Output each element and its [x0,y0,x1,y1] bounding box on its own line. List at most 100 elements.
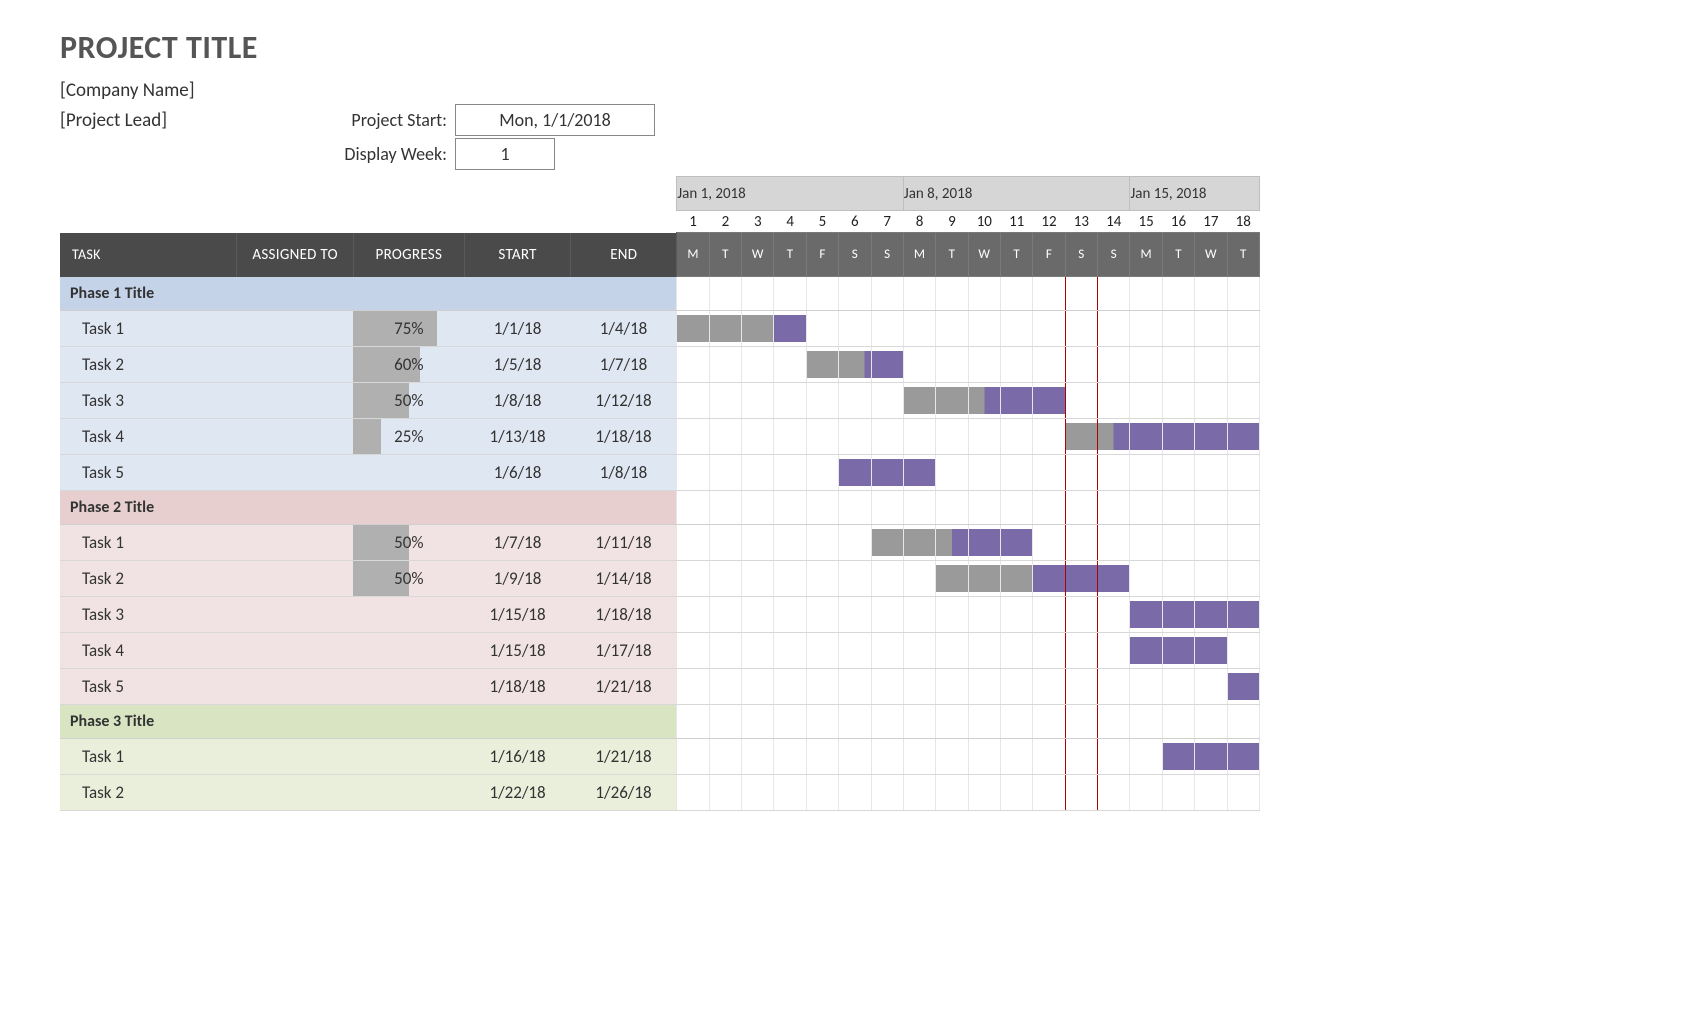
task-name-cell[interactable]: Task 1 [60,525,237,561]
end-date-cell[interactable]: 1/26/18 [571,775,677,811]
progress-cell[interactable] [353,455,464,491]
start-date-cell[interactable]: 1/6/18 [464,455,570,491]
assigned-cell[interactable] [237,419,353,455]
end-date-cell[interactable]: 1/17/18 [571,633,677,669]
display-week-input[interactable]: 1 [455,138,555,170]
assigned-cell[interactable] [237,739,353,775]
task-name-cell[interactable]: Task 5 [60,455,237,491]
start-date-cell[interactable]: 1/1/18 [464,311,570,347]
assigned-cell[interactable] [237,347,353,383]
progress-cell[interactable]: 50% [353,525,464,561]
start-date-cell[interactable]: 1/16/18 [464,739,570,775]
start-date-cell[interactable]: 1/15/18 [464,597,570,633]
end-date-cell[interactable]: 1/21/18 [571,739,677,775]
progress-cell[interactable] [353,739,464,775]
progress-cell[interactable]: 75% [353,311,464,347]
gantt-bar-segment [1228,673,1259,700]
day-letter: S [1065,233,1097,277]
task-name-cell[interactable]: Task 3 [60,383,237,419]
task-name-cell[interactable]: Task 1 [60,311,237,347]
end-date-cell[interactable]: 1/18/18 [571,419,677,455]
progress-cell[interactable] [353,669,464,705]
assigned-cell[interactable] [237,525,353,561]
task-name-cell[interactable]: Task 3 [60,597,237,633]
end-date-cell[interactable]: 1/7/18 [571,347,677,383]
progress-cell[interactable]: 60% [353,347,464,383]
gantt-cell [709,311,741,347]
end-date-cell[interactable]: 1/11/18 [571,525,677,561]
start-date-cell[interactable]: 1/15/18 [464,633,570,669]
task-name-cell[interactable]: Task 5 [60,669,237,705]
assigned-cell[interactable] [237,311,353,347]
start-date-cell[interactable]: 1/7/18 [464,525,570,561]
end-date-cell[interactable]: 1/18/18 [571,597,677,633]
day-letter: T [1162,233,1194,277]
day-letter: S [871,233,903,277]
task-row[interactable]: Task 4 1/15/181/17/18 [60,633,1260,669]
assigned-cell[interactable] [237,633,353,669]
end-date-cell[interactable]: 1/8/18 [571,455,677,491]
day-number: 8 [903,211,935,233]
gantt-bar-segment [969,387,1000,414]
gantt-cell [839,311,871,347]
progress-cell[interactable] [353,633,464,669]
assigned-cell[interactable] [237,775,353,811]
gantt-cell [774,561,806,597]
progress-cell[interactable] [353,597,464,633]
gantt-cell [709,669,741,705]
task-row[interactable]: Task 3 1/15/181/18/18 [60,597,1260,633]
gantt-cell [968,669,1000,705]
gantt-cell [839,633,871,669]
assigned-cell[interactable] [237,455,353,491]
project-start-input[interactable]: Mon, 1/1/2018 [455,104,655,136]
task-row[interactable]: Task 1 1/16/181/21/18 [60,739,1260,775]
task-name-cell[interactable]: Task 2 [60,347,237,383]
task-name-cell[interactable]: Task 4 [60,633,237,669]
gantt-cell [903,311,935,347]
end-date-cell[interactable]: 1/12/18 [571,383,677,419]
gantt-bar-segment [1163,423,1194,450]
end-date-cell[interactable]: 1/4/18 [571,311,677,347]
gantt-bar-segment [1195,423,1226,450]
gantt-cell [806,669,838,705]
assigned-cell[interactable] [237,561,353,597]
start-date-cell[interactable]: 1/8/18 [464,383,570,419]
assigned-cell[interactable] [237,597,353,633]
gantt-cell [1098,739,1130,775]
progress-cell[interactable] [353,775,464,811]
gantt-bar-segment [710,315,741,342]
task-name-cell[interactable]: Task 4 [60,419,237,455]
task-row[interactable]: Task 2 60%1/5/181/7/18 [60,347,1260,383]
end-date-cell[interactable]: 1/21/18 [571,669,677,705]
task-row[interactable]: Task 2 1/22/181/26/18 [60,775,1260,811]
gantt-cell [806,455,838,491]
task-row[interactable]: Task 5 1/18/181/21/18 [60,669,1260,705]
task-row[interactable]: Task 1 75%1/1/181/4/18 [60,311,1260,347]
assigned-cell[interactable] [237,383,353,419]
start-date-cell[interactable]: 1/18/18 [464,669,570,705]
gantt-cell [1195,775,1227,811]
start-date-cell[interactable]: 1/13/18 [464,419,570,455]
start-date-cell[interactable]: 1/5/18 [464,347,570,383]
task-name-cell[interactable]: Task 2 [60,775,237,811]
task-row[interactable]: Task 2 50%1/9/181/14/18 [60,561,1260,597]
assigned-cell[interactable] [237,669,353,705]
gantt-cell [1001,383,1033,419]
progress-cell[interactable]: 50% [353,383,464,419]
gantt-cell [1098,561,1130,597]
start-date-cell[interactable]: 1/9/18 [464,561,570,597]
start-date-cell[interactable]: 1/22/18 [464,775,570,811]
progress-cell[interactable]: 25% [353,419,464,455]
task-name-cell[interactable]: Task 1 [60,739,237,775]
task-row[interactable]: Task 1 50%1/7/181/11/18 [60,525,1260,561]
gantt-cell [871,633,903,669]
gantt-cell [1195,597,1227,633]
progress-cell[interactable]: 50% [353,561,464,597]
task-row[interactable]: Task 4 25%1/13/181/18/18 [60,419,1260,455]
end-date-cell[interactable]: 1/14/18 [571,561,677,597]
gantt-cell [1130,597,1162,633]
task-name-cell[interactable]: Task 2 [60,561,237,597]
day-letter: S [839,233,871,277]
task-row[interactable]: Task 5 1/6/181/8/18 [60,455,1260,491]
task-row[interactable]: Task 3 50%1/8/181/12/18 [60,383,1260,419]
